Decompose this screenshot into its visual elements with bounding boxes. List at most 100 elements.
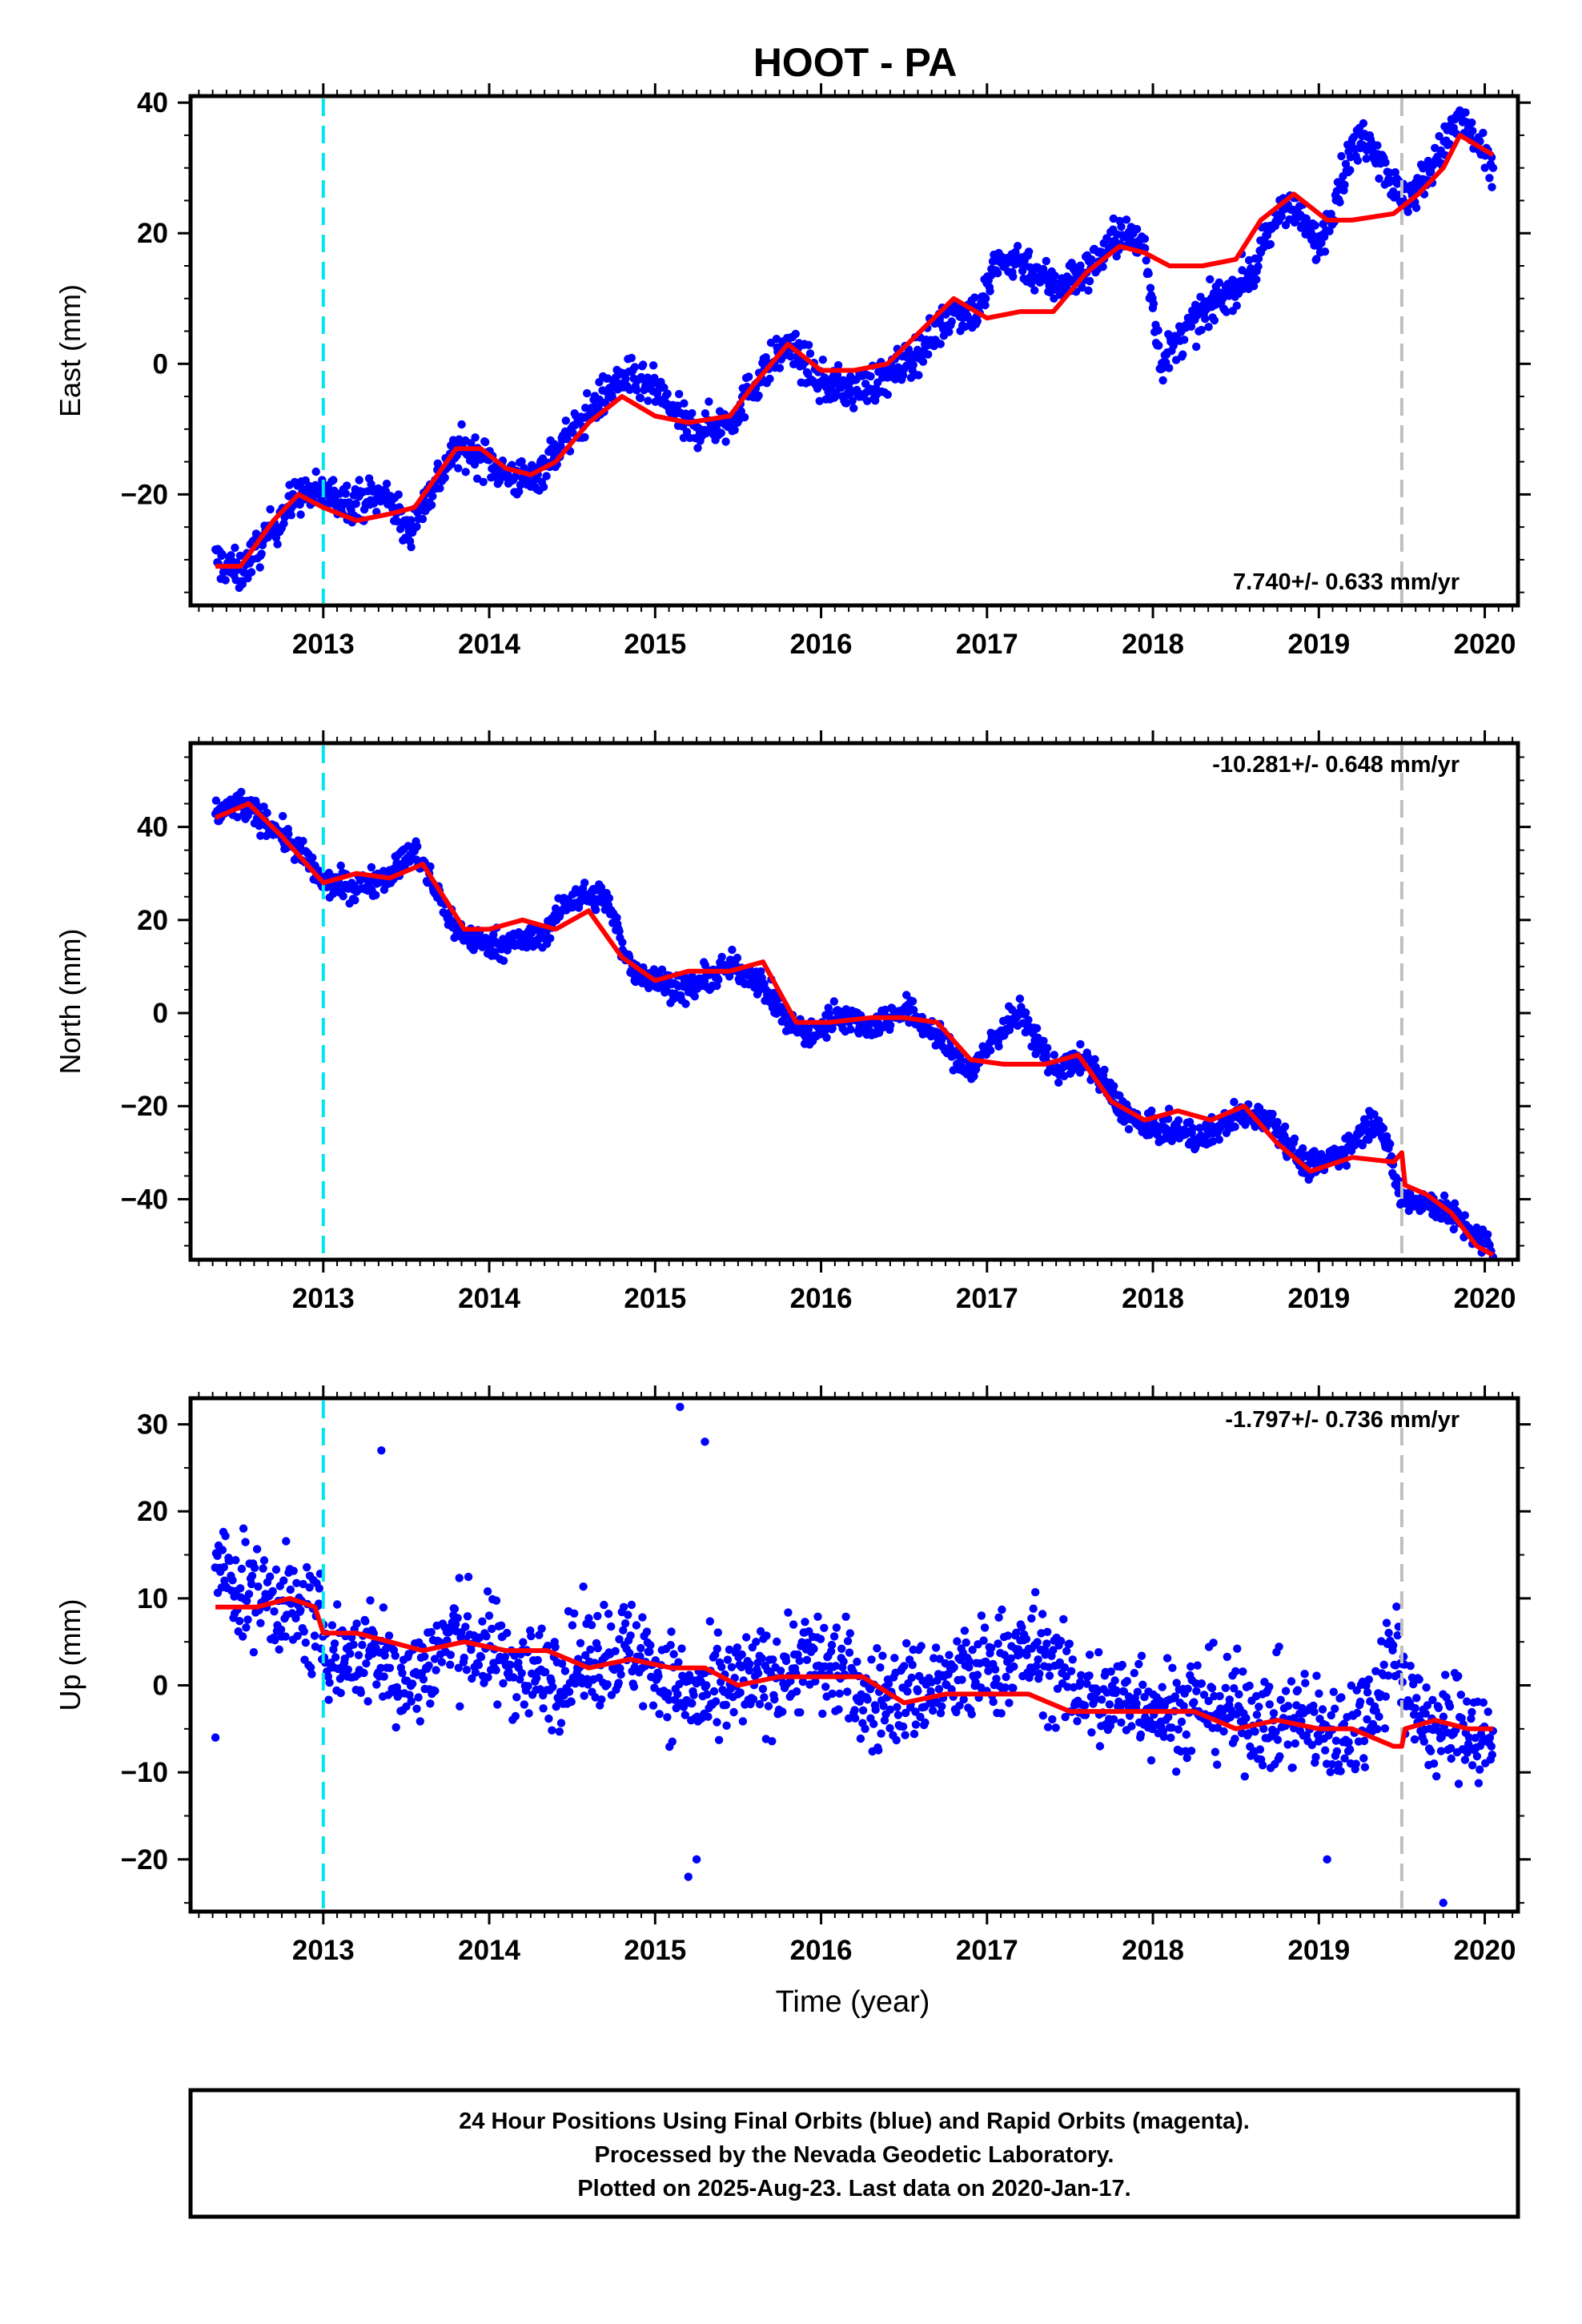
data-point xyxy=(351,499,360,509)
data-point xyxy=(667,1627,676,1636)
data-point xyxy=(1310,1707,1319,1716)
data-point xyxy=(1172,1679,1181,1687)
x-tick-label: 2017 xyxy=(956,1283,1018,1314)
data-point xyxy=(1351,1759,1360,1768)
data-point xyxy=(257,549,266,558)
data-point xyxy=(1032,1662,1041,1671)
data-point xyxy=(1432,1771,1441,1781)
data-point xyxy=(325,1679,334,1687)
data-point xyxy=(1436,1747,1446,1755)
y-tick-label: 20 xyxy=(137,218,168,249)
data-point xyxy=(1138,1680,1147,1689)
data-point xyxy=(427,1627,436,1637)
data-point xyxy=(1098,263,1107,271)
data-point xyxy=(1389,1641,1398,1650)
data-point xyxy=(705,1617,714,1626)
data-point xyxy=(754,391,763,400)
data-point xyxy=(1009,1683,1018,1693)
data-point xyxy=(1032,1023,1042,1033)
data-point xyxy=(1077,1671,1086,1679)
data-point xyxy=(1320,247,1330,256)
data-point xyxy=(354,1651,363,1659)
data-point xyxy=(1008,1005,1017,1015)
data-point xyxy=(296,510,305,519)
data-point xyxy=(989,1697,998,1707)
data-point xyxy=(1158,1683,1166,1691)
data-point xyxy=(581,1651,590,1660)
data-point xyxy=(1411,1703,1419,1713)
data-point xyxy=(1003,1631,1013,1640)
data-point xyxy=(1065,1639,1074,1648)
data-point xyxy=(437,1658,447,1667)
data-point xyxy=(729,1707,738,1717)
data-point xyxy=(511,1711,520,1721)
data-point xyxy=(1206,275,1215,283)
data-point xyxy=(1042,256,1051,266)
data-point xyxy=(211,796,221,805)
data-point xyxy=(336,1688,345,1698)
data-point xyxy=(1204,323,1213,332)
data-point xyxy=(1039,1036,1048,1046)
data-point xyxy=(796,1708,805,1717)
data-point xyxy=(1309,1701,1318,1711)
data-point xyxy=(311,467,320,476)
data-point xyxy=(243,811,252,820)
x-tick-label: 2015 xyxy=(624,1283,686,1314)
data-point xyxy=(1043,1043,1052,1052)
data-point xyxy=(789,1620,798,1629)
data-point xyxy=(1097,1695,1106,1704)
data-point xyxy=(279,1576,288,1585)
data-point xyxy=(352,1619,361,1628)
x-tick-label: 2016 xyxy=(790,1283,853,1314)
data-point xyxy=(1468,119,1476,127)
data-point xyxy=(1076,1039,1085,1049)
data-point xyxy=(340,1655,349,1663)
data-point xyxy=(1235,1690,1243,1699)
data-point xyxy=(802,1655,812,1664)
data-point xyxy=(660,383,669,392)
data-point xyxy=(1360,1763,1370,1771)
data-point xyxy=(921,1718,930,1727)
data-point xyxy=(349,1640,358,1649)
data-point xyxy=(1346,166,1355,175)
data-point xyxy=(1393,1630,1402,1640)
data-point xyxy=(1375,174,1383,183)
data-point xyxy=(1273,1735,1283,1744)
data-point xyxy=(1085,1651,1094,1659)
data-point xyxy=(472,474,482,483)
data-point xyxy=(620,1619,630,1628)
data-point xyxy=(1327,1759,1337,1769)
data-point xyxy=(821,1683,830,1691)
data-point xyxy=(1043,1627,1052,1637)
data-point xyxy=(757,1654,766,1663)
data-point xyxy=(646,1641,655,1650)
data-point xyxy=(1312,1671,1321,1680)
data-point xyxy=(1164,1712,1173,1722)
data-point xyxy=(231,1556,240,1565)
data-point xyxy=(279,811,287,821)
data-point xyxy=(826,1647,836,1656)
data-point xyxy=(890,1654,899,1663)
data-point xyxy=(476,1652,486,1662)
data-point xyxy=(228,1576,237,1585)
data-point xyxy=(1049,1646,1058,1655)
data-point xyxy=(1363,1715,1371,1724)
x-tick-label: 2016 xyxy=(790,629,853,660)
data-point xyxy=(392,517,402,526)
data-point xyxy=(986,287,994,296)
x-tick-label: 2019 xyxy=(1287,629,1350,660)
x-tick-label: 2013 xyxy=(292,629,355,660)
data-point xyxy=(243,1615,252,1624)
data-point xyxy=(239,1632,247,1641)
data-point xyxy=(949,1066,958,1075)
data-point xyxy=(426,1699,435,1708)
data-point xyxy=(1403,207,1412,216)
data-point xyxy=(1109,214,1118,223)
data-point xyxy=(1271,1727,1280,1736)
data-point xyxy=(911,1720,921,1729)
data-point xyxy=(970,293,979,302)
y-tick-label: 40 xyxy=(137,87,168,119)
data-point xyxy=(382,479,391,489)
data-point xyxy=(1122,1677,1132,1686)
data-point xyxy=(898,1722,908,1731)
